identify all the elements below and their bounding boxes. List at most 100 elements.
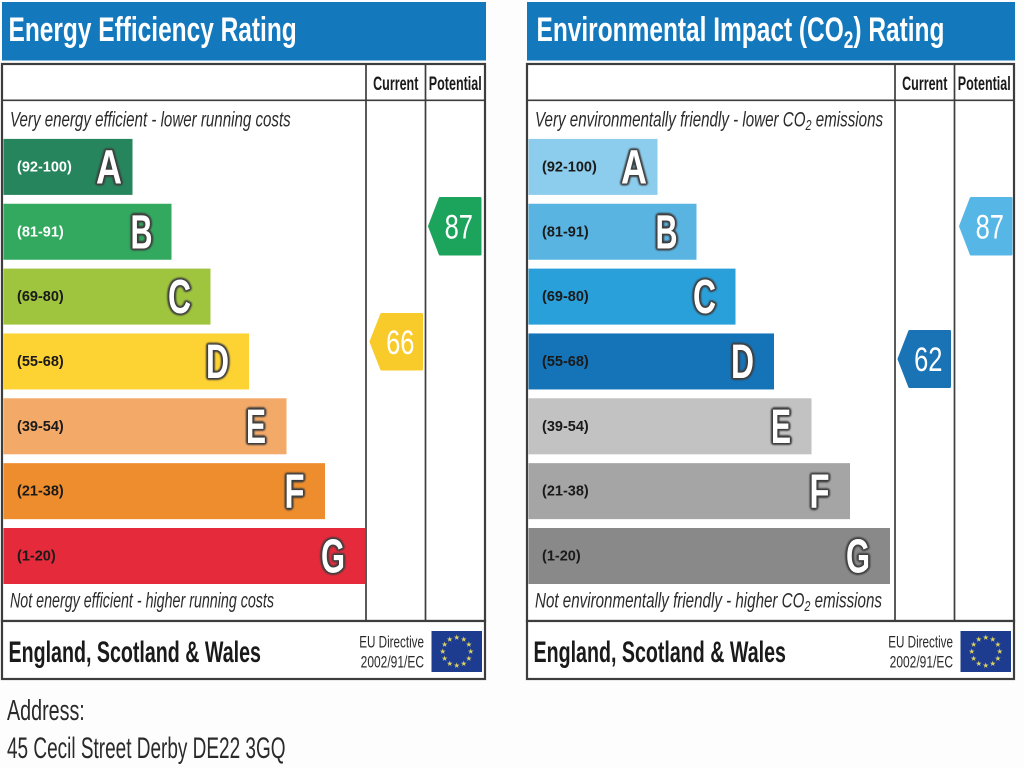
svg-text:(81-91): (81-91) [17, 224, 64, 240]
svg-text:E: E [248, 402, 268, 455]
svg-text:B: B [658, 206, 680, 259]
svg-text:D: D [206, 336, 229, 389]
svg-text:Not energy efficient - higher: Not energy efficient - higher running co… [10, 589, 274, 612]
svg-text:B: B [133, 206, 155, 259]
svg-text:E: E [771, 399, 791, 452]
svg-text:D: D [208, 336, 231, 389]
svg-text:D: D [731, 336, 754, 389]
svg-text:(55-68): (55-68) [17, 354, 64, 370]
svg-text:F: F [286, 464, 306, 517]
svg-text:B: B [132, 205, 154, 258]
svg-text:C: C [695, 270, 718, 323]
svg-text:A: A [621, 141, 647, 194]
svg-text:C: C [170, 270, 193, 323]
svg-text:G: G [319, 531, 343, 584]
svg-text:B: B [654, 208, 676, 261]
svg-text:A: A [98, 141, 124, 194]
svg-text:Potential: Potential [958, 73, 1011, 94]
svg-text:E: E [771, 401, 791, 454]
svg-text:C: C [166, 271, 189, 324]
svg-text:(21-38): (21-38) [542, 484, 589, 500]
svg-text:A: A [621, 139, 647, 192]
svg-text:D: D [731, 334, 754, 387]
svg-text:(55-68): (55-68) [542, 354, 589, 370]
svg-text:England, Scotland & Wales: England, Scotland & Wales [9, 636, 261, 669]
svg-text:A: A [620, 140, 646, 193]
svg-text:2002/91/EC: 2002/91/EC [361, 654, 424, 672]
svg-text:C: C [692, 273, 715, 326]
svg-text:B: B [656, 204, 678, 257]
svg-text:F: F [811, 467, 831, 520]
svg-text:(1-20): (1-20) [542, 549, 581, 565]
svg-text:A: A [95, 143, 121, 196]
svg-text:England, Scotland & Wales: England, Scotland & Wales [534, 636, 786, 669]
svg-text:G: G [323, 529, 347, 582]
svg-text:(39-54): (39-54) [17, 419, 64, 435]
svg-text:D: D [208, 334, 231, 387]
svg-text:Current: Current [373, 73, 419, 94]
svg-text:B: B [657, 208, 679, 261]
svg-text:F: F [807, 466, 827, 519]
svg-text:EU Directive: EU Directive [359, 633, 424, 651]
svg-text:C: C [168, 271, 191, 324]
svg-text:B: B [129, 208, 151, 261]
svg-text:G: G [323, 532, 347, 585]
svg-text:D: D [206, 334, 229, 387]
svg-text:C: C [692, 270, 715, 323]
svg-text:Address:: Address: [7, 695, 85, 727]
svg-text:Not environmentally friendly -: Not environmentally friendly - higher CO… [535, 588, 882, 615]
svg-text:G: G [846, 531, 870, 584]
svg-text:(92-100): (92-100) [17, 159, 72, 175]
svg-text:66: 66 [386, 324, 414, 361]
svg-text:A: A [621, 144, 647, 197]
svg-text:F: F [285, 466, 305, 519]
svg-text:F: F [810, 468, 830, 521]
svg-text:A: A [96, 144, 122, 197]
svg-text:EU Directive: EU Directive [888, 633, 953, 651]
svg-text:D: D [730, 337, 753, 390]
svg-text:F: F [811, 464, 831, 517]
svg-text:A: A [98, 140, 124, 193]
svg-text:G: G [844, 531, 868, 584]
svg-text:E: E [770, 402, 790, 455]
svg-text:B: B [656, 208, 678, 261]
svg-text:B: B [132, 208, 154, 261]
svg-text:G: G [845, 532, 869, 585]
svg-text:B: B [131, 208, 153, 261]
svg-text:F: F [283, 467, 303, 520]
svg-text:A: A [623, 141, 649, 194]
svg-text:(1-20): (1-20) [17, 549, 56, 565]
svg-text:G: G [321, 531, 345, 584]
svg-text:45 Cecil Street Derby DE22 3GQ: 45 Cecil Street Derby DE22 3GQ [7, 732, 286, 765]
svg-text:E: E [246, 399, 266, 452]
svg-text:(69-80): (69-80) [17, 289, 64, 305]
svg-text:C: C [695, 271, 718, 324]
svg-text:E: E [246, 403, 266, 456]
svg-text:B: B [657, 205, 679, 258]
svg-text:C: C [167, 273, 190, 326]
svg-text:87: 87 [445, 209, 473, 246]
svg-text:B: B [654, 205, 676, 258]
svg-text:Energy Efficiency Rating: Energy Efficiency Rating [9, 11, 297, 49]
svg-text:A: A [94, 141, 120, 194]
svg-text:(39-54): (39-54) [542, 419, 589, 435]
svg-text:E: E [248, 401, 268, 454]
svg-text:C: C [170, 273, 193, 326]
svg-text:C: C [167, 270, 190, 323]
svg-text:A: A [623, 143, 649, 196]
svg-text:A: A [95, 140, 121, 193]
svg-text:D: D [206, 338, 229, 391]
svg-text:F: F [810, 466, 830, 519]
svg-text:G: G [320, 532, 344, 585]
svg-text:C: C [168, 269, 191, 322]
svg-text:E: E [770, 399, 790, 452]
svg-text:(81-91): (81-91) [542, 224, 589, 240]
svg-text:A: A [619, 141, 645, 194]
svg-text:D: D [730, 334, 753, 387]
svg-text:G: G [321, 528, 345, 581]
svg-text:D: D [204, 336, 227, 389]
svg-text:G: G [848, 531, 872, 584]
svg-text:E: E [773, 401, 793, 454]
svg-text:G: G [321, 533, 345, 586]
svg-text:Potential: Potential [429, 73, 482, 94]
